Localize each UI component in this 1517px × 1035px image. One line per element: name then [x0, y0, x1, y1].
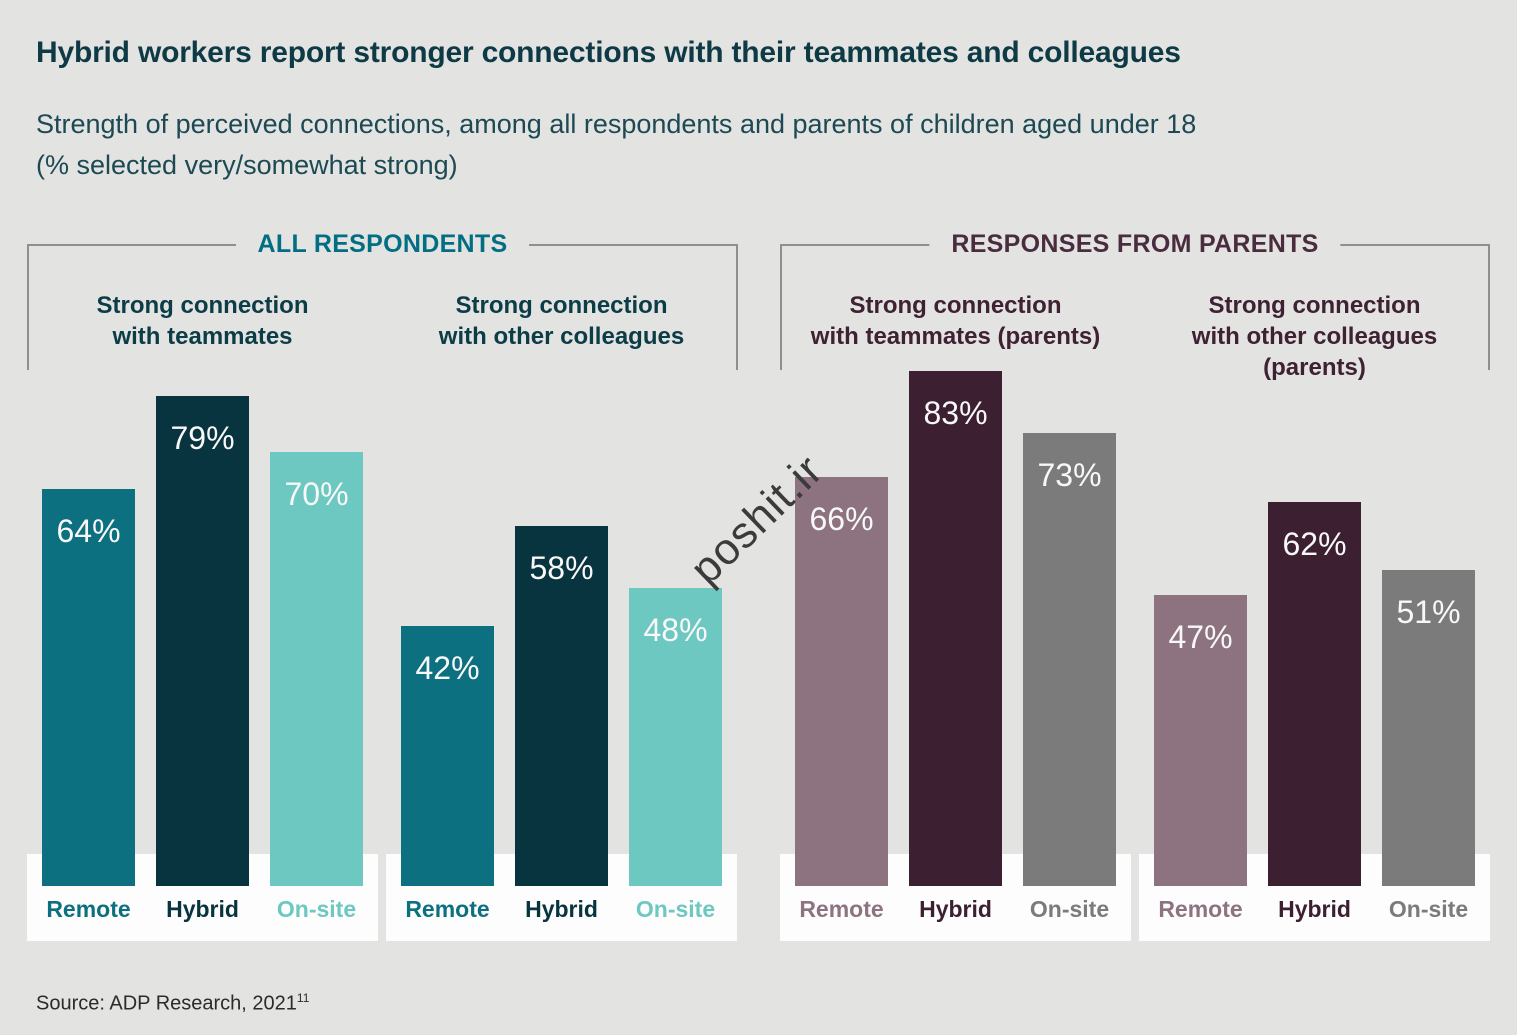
- subchart-title-line: Strong connection: [455, 292, 668, 319]
- bar-all-respondents-hybrid: 58%: [515, 526, 608, 886]
- category-label-remote: Remote: [799, 896, 884, 922]
- bar-value-label: 83%: [923, 395, 988, 431]
- bar-value-label: 66%: [809, 501, 874, 537]
- category-label-on-site: On-site: [635, 896, 716, 922]
- group-bracket-parents: RESPONSES FROM PARENTS: [780, 230, 1490, 370]
- bar-value-label: 73%: [1037, 457, 1102, 493]
- subchart-title-strong-connection-with-teammates-parents: Strong connection with teammates (parents…: [780, 290, 1131, 352]
- bar-all-respondents-on-site: 70%: [270, 452, 363, 886]
- subchart-title-strong-connection-with-teammates: Strong connection with teammates: [27, 290, 378, 352]
- group-title-all-respondents: ALL RESPONDENTS: [235, 230, 530, 259]
- subchart-title-strong-connection-with-other-colleagues-parents: Strong connection with other colleagues (p…: [1139, 290, 1490, 383]
- subchart-title-line: with teammates: [112, 323, 293, 350]
- bar-responses-from-parents-hybrid: 83%: [909, 371, 1002, 886]
- source-text: Source: ADP Research, 2021: [36, 992, 297, 1015]
- bar-responses-from-parents-remote: 47%: [1154, 595, 1247, 886]
- subtitle-line-1: Strength of perceived connections, among…: [36, 109, 1197, 139]
- category-label-hybrid: Hybrid: [1278, 896, 1351, 922]
- group-title-parents: RESPONSES FROM PARENTS: [929, 230, 1341, 259]
- subchart-title-line: with other colleagues: [438, 323, 685, 350]
- subchart-title-line: Strong connection: [1208, 292, 1421, 319]
- bar-value-label: 42%: [415, 650, 480, 686]
- category-label-remote: Remote: [46, 896, 131, 922]
- group-bracket-all-respondents: ALL RESPONDENTS: [27, 230, 738, 370]
- page-subtitle: Strength of perceived connections, among…: [36, 104, 1376, 186]
- bar-all-respondents-hybrid: 79%: [156, 396, 249, 886]
- category-label-hybrid: Hybrid: [525, 896, 598, 922]
- bar-value-label: 62%: [1282, 526, 1347, 562]
- category-label-remote: Remote: [1158, 896, 1243, 922]
- subchart-title-line: with other colleagues: [1191, 323, 1438, 350]
- bar-responses-from-parents-on-site: 51%: [1382, 570, 1475, 886]
- bar-value-label: 51%: [1396, 594, 1461, 630]
- bar-value-label: 58%: [529, 550, 594, 586]
- category-label-hybrid: Hybrid: [919, 896, 992, 922]
- source-footnote-number: 11: [296, 991, 310, 1005]
- source-note: Source: ADP Research, 202111: [36, 991, 309, 1016]
- subchart-title-line: (parents): [1263, 354, 1366, 381]
- bar-value-label: 70%: [284, 476, 349, 512]
- bar-value-label: 47%: [1168, 619, 1233, 655]
- subchart-title-line: with teammates (parents): [810, 323, 1101, 350]
- bar-all-respondents-remote: 42%: [401, 626, 494, 886]
- subtitle-line-2: (% selected very/somewhat strong): [36, 150, 458, 180]
- category-label-hybrid: Hybrid: [166, 896, 239, 922]
- bar-responses-from-parents-hybrid: 62%: [1268, 502, 1361, 886]
- page-title: Hybrid workers report stronger connectio…: [36, 36, 1181, 69]
- bar-all-respondents-remote: 64%: [42, 489, 135, 886]
- category-label-remote: Remote: [405, 896, 490, 922]
- bar-value-label: 79%: [170, 420, 235, 456]
- bar-responses-from-parents-on-site: 73%: [1023, 433, 1116, 886]
- subchart-title-line: Strong connection: [96, 292, 309, 319]
- category-label-on-site: On-site: [276, 896, 357, 922]
- bar-all-respondents-on-site: 48%: [629, 588, 722, 886]
- bar-responses-from-parents-remote: 66%: [795, 477, 888, 886]
- subchart-title-strong-connection-with-other-colleagues: Strong connection with other colleagues: [386, 290, 737, 352]
- category-label-on-site: On-site: [1029, 896, 1110, 922]
- bar-value-label: 64%: [56, 513, 121, 549]
- subchart-title-line: Strong connection: [849, 292, 1062, 319]
- bar-value-label: 48%: [643, 612, 708, 648]
- category-label-on-site: On-site: [1388, 896, 1469, 922]
